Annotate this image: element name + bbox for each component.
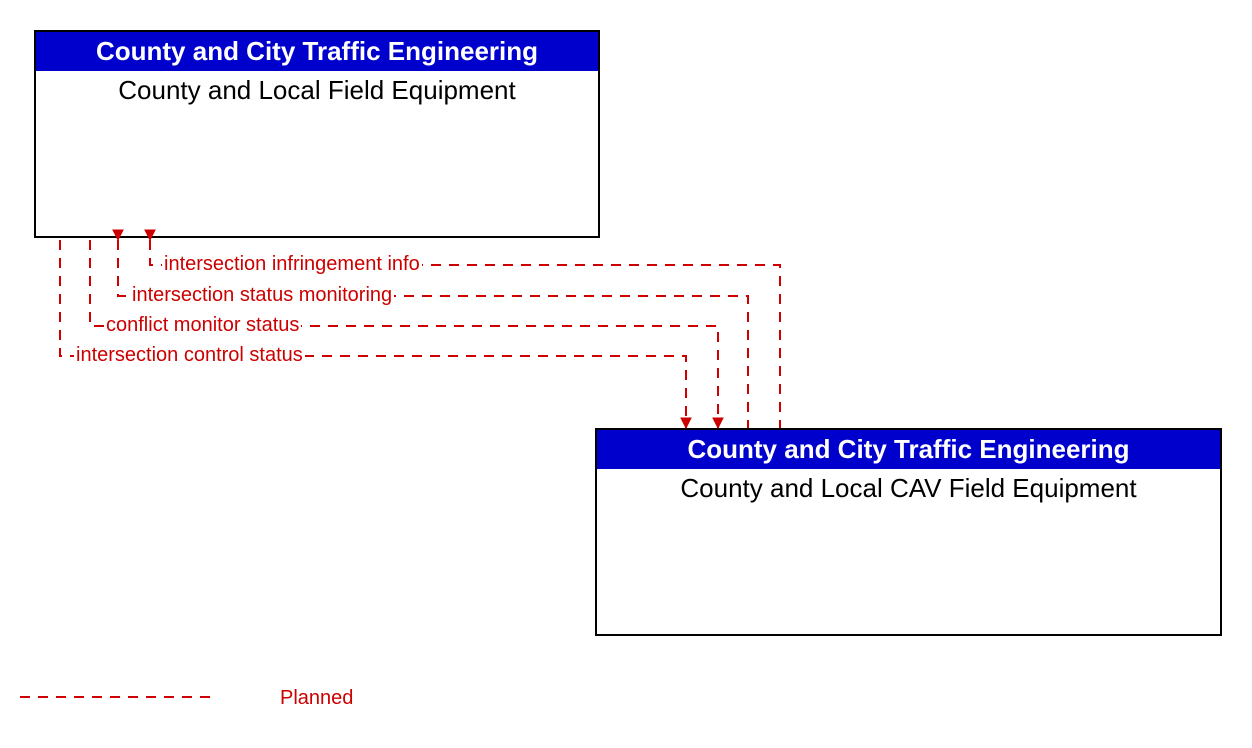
flow-label-intersection-control-status: intersection control status [74, 345, 305, 365]
node-header-bottom: County and City Traffic Engineering [597, 430, 1220, 469]
legend-label-planned: Planned [280, 687, 353, 710]
node-county-local-field-equipment: County and City Traffic Engineering Coun… [34, 30, 600, 238]
flow-label-conflict-monitor-status: conflict monitor status [104, 315, 301, 335]
node-county-local-cav-field-equipment: County and City Traffic Engineering Coun… [595, 428, 1222, 636]
flow-label-intersection-infringement-info: intersection infringement info [162, 254, 422, 274]
node-body-bottom: County and Local CAV Field Equipment [597, 469, 1220, 508]
node-header-top: County and City Traffic Engineering [36, 32, 598, 71]
flow-label-intersection-status-monitoring: intersection status monitoring [130, 285, 394, 305]
node-body-top: County and Local Field Equipment [36, 71, 598, 110]
